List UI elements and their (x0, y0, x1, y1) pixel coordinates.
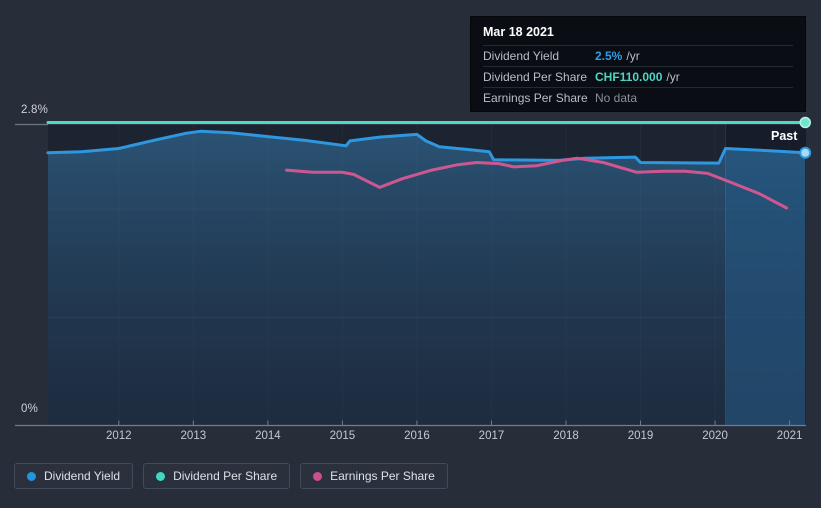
x-axis-label-2012: 2012 (106, 430, 132, 442)
tooltip-row-dividend-per-share: Dividend Per Share CHF110.000 /yr (483, 66, 793, 87)
x-axis-label-2014: 2014 (255, 430, 281, 442)
chart-legend: Dividend Yield Dividend Per Share Earnings… (14, 463, 448, 489)
tooltip-row-suffix: /yr (666, 70, 680, 84)
tooltip-date: Mar 18 2021 (483, 25, 554, 39)
x-axis-label-2016: 2016 (404, 430, 430, 442)
earnings-per-share-line (285, 156, 789, 210)
chart-tooltip: Mar 18 2021 Dividend Yield 2.5% /yr Divi… (470, 16, 806, 112)
x-axis-label-2019: 2019 (627, 430, 654, 442)
past-region-overlay (725, 123, 806, 426)
dividend-per-share-cursor-dot (799, 116, 812, 129)
x-axis-label-2018: 2018 (553, 430, 579, 442)
x-axis-label-2015: 2015 (329, 430, 356, 442)
tooltip-row-label: Earnings Per Share (483, 91, 588, 105)
legend-item-dividend-per-share[interactable]: Dividend Per Share (143, 463, 291, 489)
series-color-dot (156, 471, 166, 481)
legend-item-label: Dividend Per Share (173, 469, 278, 483)
dividend-yield-area (48, 131, 806, 426)
dividend-yield-line (46, 129, 807, 165)
tooltip-row-label: Dividend Yield (483, 49, 560, 63)
legend-item-earnings-per-share[interactable]: Earnings Per Share (300, 463, 448, 489)
dividend-yield-cursor-dot (799, 146, 812, 159)
x-axis-label-2013: 2013 (180, 430, 207, 442)
y-axis-label-max: 2.8% (21, 104, 49, 116)
tooltip-row-value: CHF110.000 (595, 70, 663, 84)
tooltip-row-value: 2.5% (595, 49, 623, 63)
tooltip-row-label: Dividend Per Share (483, 70, 588, 84)
tooltip-row-value: No data (595, 91, 638, 105)
series-color-dot (313, 471, 323, 481)
legend-item-label: Earnings Per Share (330, 469, 435, 483)
series-color-dot (27, 471, 36, 481)
tooltip-row-suffix: /yr (626, 49, 640, 63)
tooltip-row-earnings-per-share: Earnings Per Share No data (483, 87, 793, 108)
legend-item-label: Dividend Yield (44, 469, 121, 483)
past-region-label: Past (771, 129, 798, 143)
x-axis-label-2021: 2021 (776, 430, 803, 442)
y-axis-label-min: 0% (21, 403, 39, 415)
tooltip-row-dividend-yield: Dividend Yield 2.5% /yr (483, 45, 793, 66)
x-axis-label-2017: 2017 (478, 430, 505, 442)
legend-item-dividend-yield[interactable]: Dividend Yield (14, 463, 134, 489)
x-axis-label-2020: 2020 (702, 430, 728, 442)
